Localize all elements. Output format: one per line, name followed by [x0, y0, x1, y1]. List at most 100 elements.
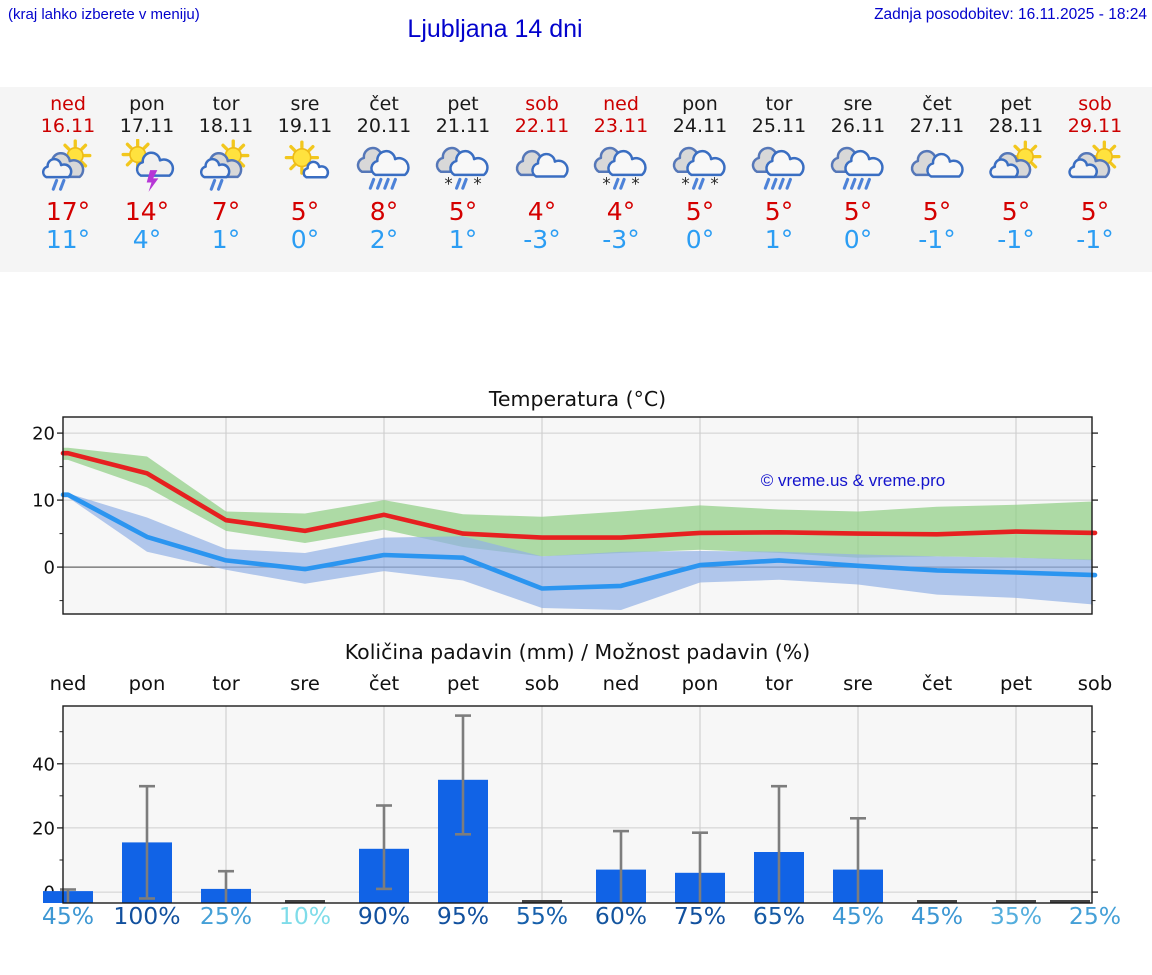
- min-temp-band: [63, 493, 1095, 610]
- day-column-29.11: sob 29.11 5° -1°: [1056, 87, 1135, 254]
- day-column-18.11: tor 18.11 7° 1°: [187, 87, 266, 254]
- precip-probability: 95%: [436, 902, 490, 930]
- svg-text:*: *: [602, 175, 610, 194]
- temp-min: -1°: [918, 225, 956, 254]
- day-date: 24.11: [672, 115, 728, 137]
- day-name: pon: [129, 93, 165, 115]
- temp-max: 5°: [764, 197, 794, 226]
- svg-text:0: 0: [44, 558, 55, 579]
- day-name: čet: [369, 93, 399, 115]
- temp-max: 5°: [843, 197, 873, 226]
- weather-icon-sun-cloud: [266, 139, 345, 197]
- day-column-19.11: sre 19.11 5° 0°: [266, 87, 345, 254]
- temp-min: -3°: [523, 225, 561, 254]
- day-name: sob: [525, 93, 559, 115]
- precip-probability: 75%: [673, 902, 727, 930]
- temp-min: 1°: [448, 225, 478, 254]
- precip-day-label: sob: [524, 672, 560, 695]
- watermark-link[interactable]: © vreme.us & vreme.pro: [761, 471, 945, 490]
- day-name: tor: [212, 93, 240, 115]
- precip-bar-trace: [522, 900, 562, 903]
- precip-day-label: sre: [290, 672, 320, 695]
- precip-probability: 45%: [910, 902, 964, 930]
- page-title: Ljubljana 14 dni: [407, 15, 583, 43]
- precip-day-label: tor: [212, 672, 240, 695]
- last-update-timestamp: Zadnja posodobitev: 16.11.2025 - 18:24: [874, 6, 1147, 23]
- day-date: 23.11: [593, 115, 649, 137]
- temp-min: 11°: [45, 225, 91, 254]
- temp-max: 4°: [606, 197, 636, 226]
- day-name: sob: [1078, 93, 1112, 115]
- weather-icon-cloud-rain-heavy: [740, 139, 819, 197]
- temp-max: 5°: [1080, 197, 1110, 226]
- weather-icon-cloud-sleet: * *: [582, 139, 661, 197]
- svg-text:*: *: [681, 175, 689, 194]
- day-name: ned: [50, 93, 86, 115]
- precip-day-label: čet: [368, 672, 400, 695]
- precip-probability: 45%: [41, 902, 95, 930]
- day-date: 27.11: [909, 115, 965, 137]
- temp-max: 14°: [124, 197, 170, 226]
- precip-day-label: čet: [921, 672, 953, 695]
- day-column-23.11: ned 23.11 * * 4° -3°: [582, 87, 661, 254]
- precip-probability: 10%: [278, 902, 332, 930]
- precip-day-label: pon: [128, 672, 166, 695]
- weather-icon-cloud-rain-heavy: [345, 139, 424, 197]
- svg-text:20: 20: [32, 424, 55, 445]
- temp-min: 0°: [290, 225, 320, 254]
- temp-max: 17°: [45, 197, 91, 226]
- day-name: ned: [603, 93, 639, 115]
- precip-probability: 35%: [989, 902, 1043, 930]
- day-column-28.11: pet 28.11 5° -1°: [977, 87, 1056, 254]
- weather-icon-cloudy: [503, 139, 582, 197]
- precip-probability: 90%: [357, 902, 411, 930]
- weather-icon-sun-cloud-storm: [108, 138, 187, 197]
- day-name: pon: [682, 93, 718, 115]
- precip-probability: 25%: [1068, 902, 1122, 930]
- day-name: sre: [843, 93, 873, 115]
- day-date: 22.11: [514, 115, 570, 137]
- day-column-16.11: ned 16.11 17° 11°: [29, 87, 108, 254]
- day-date: 19.11: [277, 115, 333, 137]
- svg-text:*: *: [710, 175, 718, 194]
- precip-bar-trace: [996, 900, 1036, 903]
- day-name: sre: [290, 93, 320, 115]
- temp-max: 5°: [448, 197, 478, 226]
- precip-chart-title: Količina padavin (mm) / Možnost padavin …: [344, 640, 811, 664]
- precip-probability: 60%: [594, 902, 648, 930]
- precip-probability: 45%: [831, 902, 885, 930]
- precip-day-label: tor: [765, 672, 793, 695]
- weather-icon-sun-cloud-rain: [187, 139, 266, 197]
- svg-text:*: *: [473, 175, 481, 194]
- temp-max: 5°: [922, 197, 952, 226]
- precip-day-label: ned: [602, 672, 640, 695]
- day-date: 17.11: [119, 115, 175, 137]
- precip-probability: 25%: [199, 902, 253, 930]
- day-date: 28.11: [988, 115, 1044, 137]
- temp-max: 5°: [685, 197, 715, 226]
- temp-max: 5°: [1001, 197, 1031, 226]
- temp-min: 1°: [764, 225, 794, 254]
- day-column-24.11: pon 24.11 * * 5° 0°: [661, 87, 740, 254]
- weather-icon-cloud-rain-heavy: [819, 139, 898, 197]
- forecast-strip: ned 16.11 17° 11° pon 17.11 14° 4° tor 18.11 7° 1° s…: [0, 87, 1152, 272]
- min-temp-line: [60, 492, 1098, 591]
- precip-day-label: ned: [49, 672, 87, 695]
- weather-icon-sun-cloud-rain: [29, 139, 108, 197]
- temp-max: 5°: [290, 197, 320, 226]
- svg-text:20: 20: [32, 818, 55, 839]
- day-date: 26.11: [830, 115, 886, 137]
- location-hint: (kraj lahko izberete v meniju): [8, 6, 200, 23]
- day-name: pet: [447, 93, 479, 115]
- day-date: 16.11: [40, 115, 96, 137]
- precip-probability: 65%: [752, 902, 806, 930]
- max-temp-line: [60, 450, 1098, 540]
- temp-min: 0°: [685, 225, 715, 254]
- precip-day-label: pet: [446, 672, 480, 695]
- precip-day-label: sob: [1077, 672, 1113, 695]
- temp-min: 0°: [843, 225, 873, 254]
- day-column-17.11: pon 17.11 14° 4°: [108, 87, 187, 254]
- precip-day-label: sre: [843, 672, 873, 695]
- weather-icon-cloudy: [898, 139, 977, 197]
- svg-text:40: 40: [32, 754, 55, 775]
